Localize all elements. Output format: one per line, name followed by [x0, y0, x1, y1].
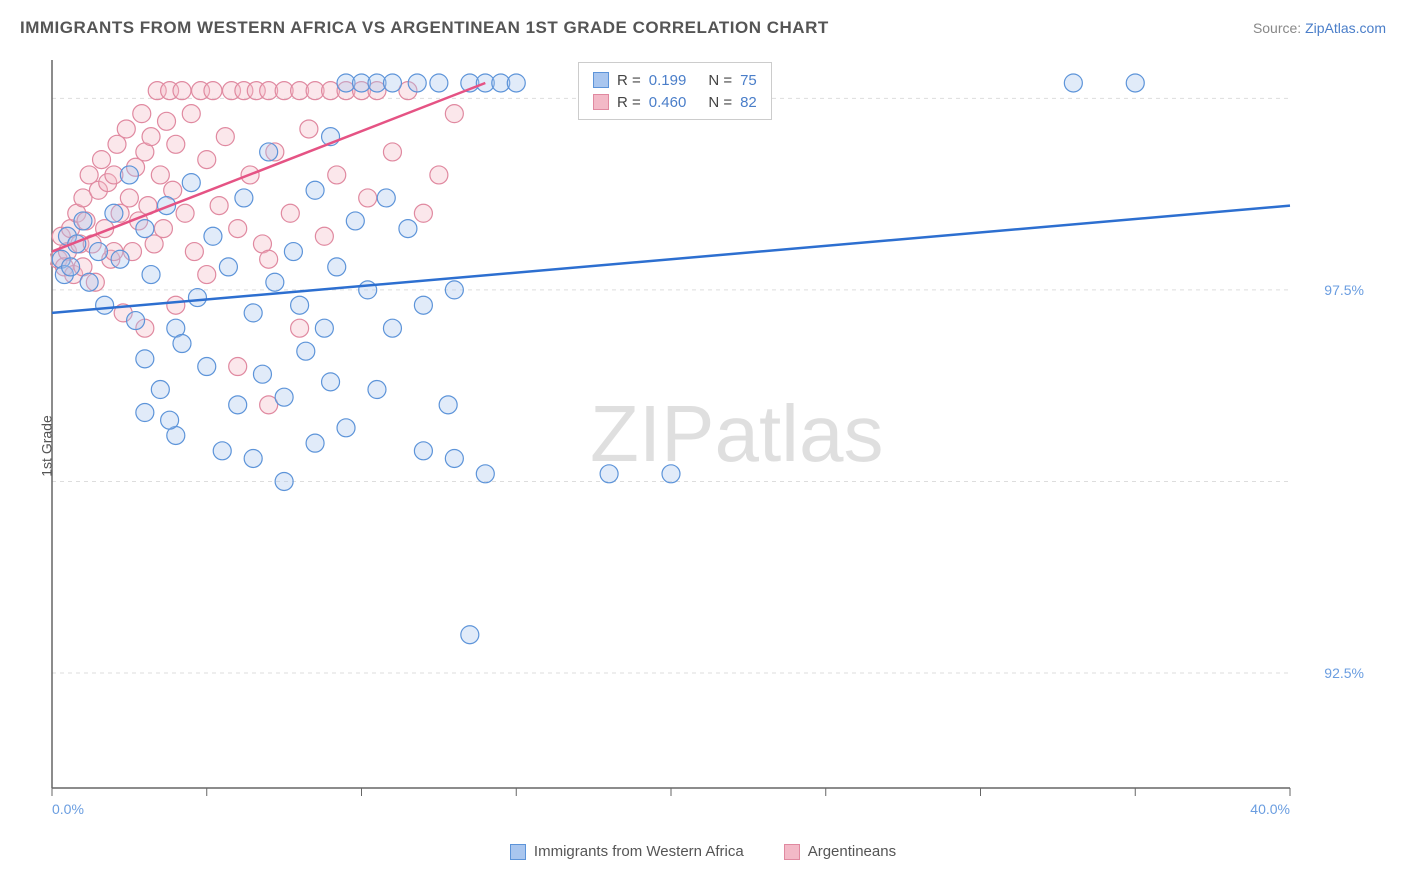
bottom-legend: Immigrants from Western Africa Argentine…: [0, 843, 1406, 860]
svg-text:40.0%: 40.0%: [1250, 801, 1290, 817]
legend-swatch-icon: [593, 72, 609, 88]
legend-item-western-africa: Immigrants from Western Africa: [510, 843, 744, 860]
legend-swatch-icon: [593, 94, 609, 110]
chart-plot-area: 92.5% 97.5% 0.0% 40.0% R = 0.199N = 75R = 0…: [50, 58, 1370, 818]
legend-label: Immigrants from Western Africa: [534, 843, 744, 860]
source-link[interactable]: ZipAtlas.com: [1305, 20, 1386, 36]
svg-text:97.5%: 97.5%: [1324, 282, 1364, 298]
legend-swatch-icon: [784, 844, 800, 860]
svg-text:0.0%: 0.0%: [52, 801, 84, 817]
source-credit: Source: ZipAtlas.com: [1253, 20, 1386, 36]
legend-item-argentineans: Argentineans: [784, 843, 896, 860]
legend-swatch-icon: [510, 844, 526, 860]
legend-label: Argentineans: [808, 843, 896, 860]
chart-title: IMMIGRANTS FROM WESTERN AFRICA VS ARGENT…: [20, 18, 829, 38]
correlation-legend-box: R = 0.199N = 75R = 0.460N = 82: [578, 62, 772, 120]
chart-svg: 92.5% 97.5% 0.0% 40.0%: [50, 58, 1370, 818]
svg-text:92.5%: 92.5%: [1324, 665, 1364, 681]
source-prefix: Source:: [1253, 20, 1305, 36]
